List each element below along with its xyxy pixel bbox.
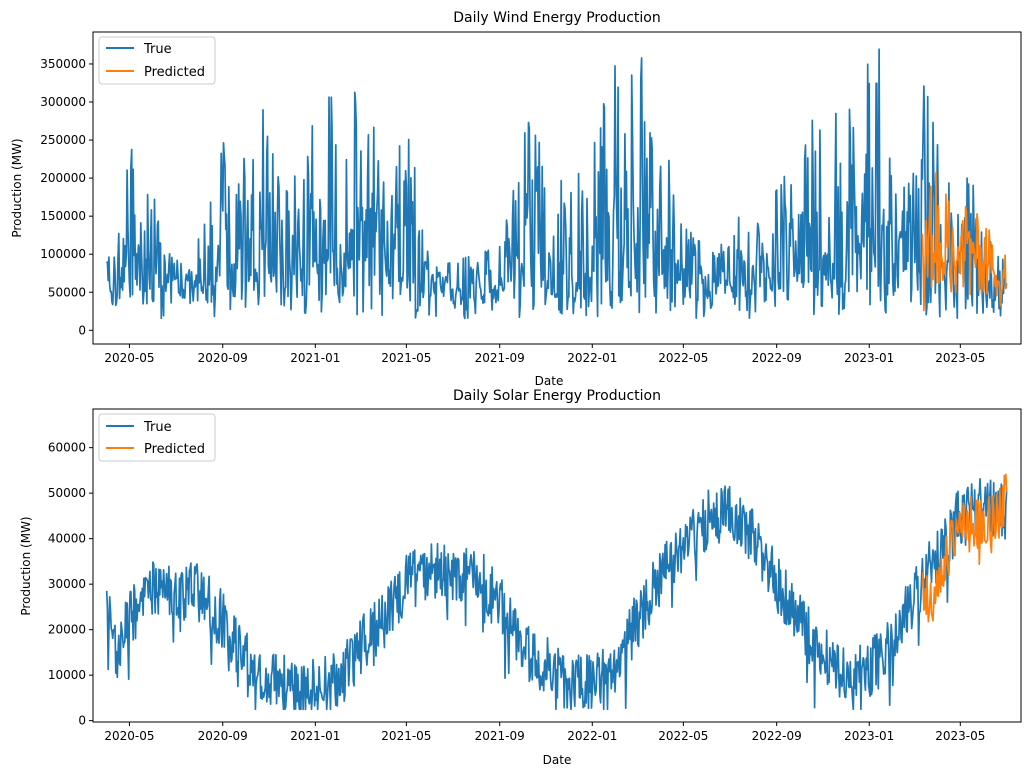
wind-chart: Daily Wind Energy Production 2020-05 2020…	[10, 10, 1022, 388]
solar-y-tick-label: 10000	[48, 668, 86, 682]
wind-y-tick-label: 200000	[40, 171, 86, 185]
wind-x-tick-label: 2020-09	[198, 351, 248, 365]
solar-chart-title: Daily Solar Energy Production	[453, 388, 661, 404]
wind-x-tick-label: 2023-01	[844, 351, 894, 365]
solar-x-tick-label: 2020-05	[104, 729, 154, 743]
wind-x-tick-label: 2023-05	[935, 351, 985, 365]
wind-x-tick-label: 2022-09	[752, 351, 802, 365]
solar-y-tick-label: 50000	[48, 486, 86, 500]
solar-x-tick-label: 2023-01	[844, 729, 894, 743]
wind-marks: 2020-05 2020-09 2021-01 2021-05 2021-09 2022-…	[40, 48, 1008, 365]
solar-y-tick-label: 0	[78, 714, 86, 728]
wind-x-tick-label: 2020-05	[104, 351, 154, 365]
solar-x-tick-label: 2022-01	[567, 729, 617, 743]
solar-y-tick-label: 20000	[48, 623, 86, 637]
solar-x-tick-label: 2022-05	[658, 729, 708, 743]
solar-x-tick-label: 2023-05	[935, 729, 985, 743]
wind-y-axis-label: Production (MW)	[10, 138, 24, 237]
solar-chart: Daily Solar Energy Production 2020-05 202…	[19, 388, 1022, 767]
wind-y-tick-label: 100000	[40, 247, 86, 261]
solar-x-tick-label: 2022-09	[752, 729, 802, 743]
solar-y-axis-label: Production (MW)	[19, 516, 33, 615]
solar-x-tick-label: 2020-09	[198, 729, 248, 743]
wind-x-tick-label: 2021-09	[475, 351, 525, 365]
wind-y-tick-label: 250000	[40, 133, 86, 147]
wind-x-tick-label: 2022-01	[567, 351, 617, 365]
wind-legend: True Predicted	[98, 36, 216, 85]
wind-chart-title: Daily Wind Energy Production	[453, 10, 660, 26]
solar-legend: True Predicted	[98, 413, 216, 462]
wind-series-predicted-line	[921, 171, 1008, 312]
solar-y-tick-label: 40000	[48, 532, 86, 546]
wind-legend-pred-label: Predicted	[144, 65, 205, 80]
wind-y-tick-label: 50000	[48, 285, 86, 299]
solar-x-axis-label: Date	[543, 753, 572, 767]
wind-x-tick-label: 2021-01	[290, 351, 340, 365]
wind-series-true-line	[105, 48, 1008, 320]
solar-legend-pred-label: Predicted	[144, 442, 205, 457]
solar-y-tick-label: 30000	[48, 577, 86, 591]
solar-x-tick-label: 2021-05	[381, 729, 431, 743]
solar-marks: 2020-05 2020-09 2021-01 2021-05 2021-09 2022-…	[48, 441, 1008, 743]
wind-y-tick-label: 150000	[40, 209, 86, 223]
solar-series-true-line	[105, 477, 1008, 711]
solar-legend-true-label: True	[143, 420, 172, 435]
wind-y-tick-label: 350000	[40, 57, 86, 71]
wind-y-tick-label: 0	[78, 323, 86, 337]
solar-x-tick-label: 2021-09	[475, 729, 525, 743]
solar-y-tick-label: 60000	[48, 441, 86, 455]
solar-x-tick-label: 2021-01	[290, 729, 340, 743]
wind-y-tick-label: 300000	[40, 95, 86, 109]
wind-x-axis-label: Date	[535, 374, 564, 388]
wind-x-tick-label: 2022-05	[658, 351, 708, 365]
solar-series-predicted-line	[921, 473, 1008, 623]
wind-legend-true-label: True	[143, 42, 172, 57]
wind-x-tick-label: 2021-05	[381, 351, 431, 365]
